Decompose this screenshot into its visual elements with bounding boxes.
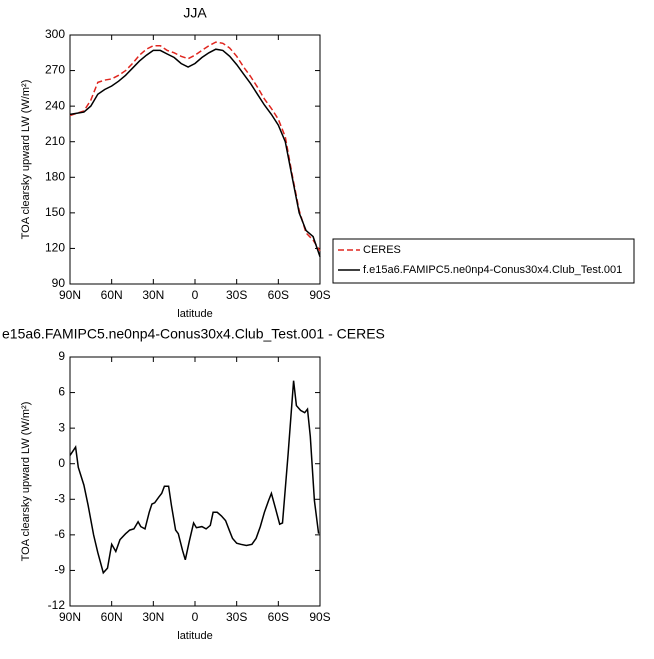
x-tick-label: 60S <box>268 610 289 624</box>
y-tick-label: 6 <box>58 385 65 399</box>
chart-title: JJA <box>183 5 207 21</box>
y-tick-label: 150 <box>45 205 65 219</box>
x-tick-label: 0 <box>192 610 199 624</box>
y-tick-label: 270 <box>45 63 65 77</box>
chart-title: e15a6.FAMIPC5.ne0np4-Conus30x4.Club_Test… <box>2 326 385 342</box>
x-tick-label: 90S <box>309 610 330 624</box>
y-tick-label: -3 <box>54 491 65 505</box>
y-tick-label: -9 <box>54 563 65 577</box>
plot-frame <box>69 34 321 285</box>
x-tick-label: 30N <box>142 288 164 302</box>
y-axis-label: TOA clearsky upward LW (W/m²) <box>20 80 32 240</box>
x-tick-label: 60N <box>101 288 123 302</box>
legend-box <box>332 238 635 284</box>
series-line <box>69 41 321 252</box>
series-line <box>69 48 321 257</box>
legend-label: f.e15a6.FAMIPC5.ne0np4-Conus30x4.Club_Te… <box>363 264 622 276</box>
series-line <box>69 380 320 575</box>
y-axis-label: TOA clearsky upward LW (W/m²) <box>20 402 32 562</box>
y-tick-label: 9 <box>58 349 65 363</box>
plot-frame <box>69 356 321 607</box>
x-tick-label: 90N <box>59 610 81 624</box>
y-tick-label: 300 <box>45 27 65 41</box>
x-tick-label: 30N <box>142 610 164 624</box>
y-tick-label: -12 <box>48 598 66 612</box>
y-tick-label: 3 <box>58 420 65 434</box>
y-tick-label: 210 <box>45 134 65 148</box>
y-tick-label: 120 <box>45 241 65 255</box>
y-tick-label: 180 <box>45 169 65 183</box>
legend-label: CERES <box>363 244 401 256</box>
x-tick-label: 90N <box>59 288 81 302</box>
x-axis-label: latitude <box>177 308 212 320</box>
x-tick-label: 60N <box>101 610 123 624</box>
x-tick-label: 30S <box>226 610 247 624</box>
x-tick-label: 0 <box>192 288 199 302</box>
x-tick-label: 90S <box>309 288 330 302</box>
y-tick-label: 240 <box>45 98 65 112</box>
x-tick-label: 30S <box>226 288 247 302</box>
x-tick-label: 60S <box>268 288 289 302</box>
y-tick-label: 0 <box>58 456 65 470</box>
x-axis-label: latitude <box>177 630 212 642</box>
y-tick-label: 90 <box>52 276 66 290</box>
y-tick-label: -6 <box>54 527 65 541</box>
